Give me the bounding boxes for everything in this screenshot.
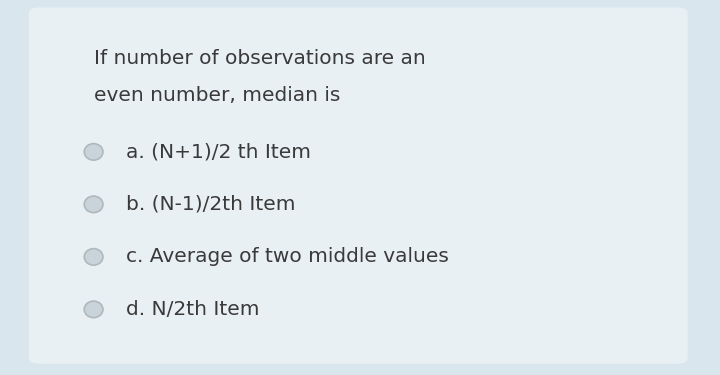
Ellipse shape bbox=[84, 249, 103, 265]
Ellipse shape bbox=[84, 196, 103, 213]
FancyBboxPatch shape bbox=[29, 8, 688, 364]
Ellipse shape bbox=[84, 301, 103, 318]
Text: b. (N-1)/2th Item: b. (N-1)/2th Item bbox=[126, 195, 295, 214]
Text: d. N/2th Item: d. N/2th Item bbox=[126, 300, 259, 319]
Text: a. (N+1)/2 th Item: a. (N+1)/2 th Item bbox=[126, 142, 311, 161]
Text: c. Average of two middle values: c. Average of two middle values bbox=[126, 248, 449, 266]
Text: even number, median is: even number, median is bbox=[94, 86, 340, 105]
Ellipse shape bbox=[84, 144, 103, 160]
Text: If number of observations are an: If number of observations are an bbox=[94, 49, 426, 68]
